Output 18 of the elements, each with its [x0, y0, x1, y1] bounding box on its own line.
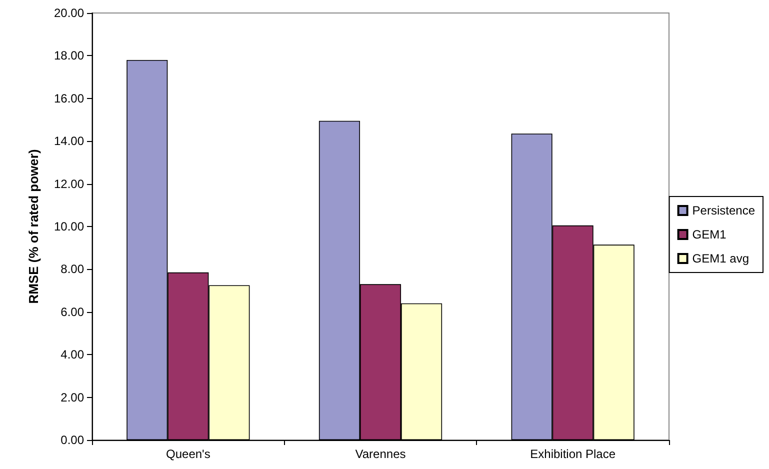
x-tick-label: Exhibition Place — [530, 447, 616, 461]
legend-label: GEM1 avg — [692, 252, 750, 266]
y-tick-label: 2.00 — [60, 390, 84, 404]
y-tick-label: 10.00 — [54, 220, 84, 234]
y-axis-title: RMSE (% of rated power) — [26, 149, 41, 304]
y-tick-label: 4.00 — [60, 348, 84, 362]
y-tick-label: 12.00 — [54, 176, 84, 191]
y-tick-label: 18.00 — [54, 48, 84, 63]
legend-label: Persistence — [692, 204, 756, 218]
y-tick-label: 0.00 — [60, 433, 84, 447]
y-tick-label: 16.00 — [54, 91, 84, 106]
legend-label: GEM1 — [692, 228, 727, 242]
y-tick-label: 14.00 — [54, 134, 84, 148]
y-tick-label: 8.00 — [60, 262, 84, 276]
x-tick-label: Queen's — [166, 447, 210, 461]
y-tick-label: 6.00 — [60, 304, 84, 319]
y-tick-label: 20.00 — [54, 6, 84, 20]
x-tick-label: Varennes — [355, 447, 406, 461]
